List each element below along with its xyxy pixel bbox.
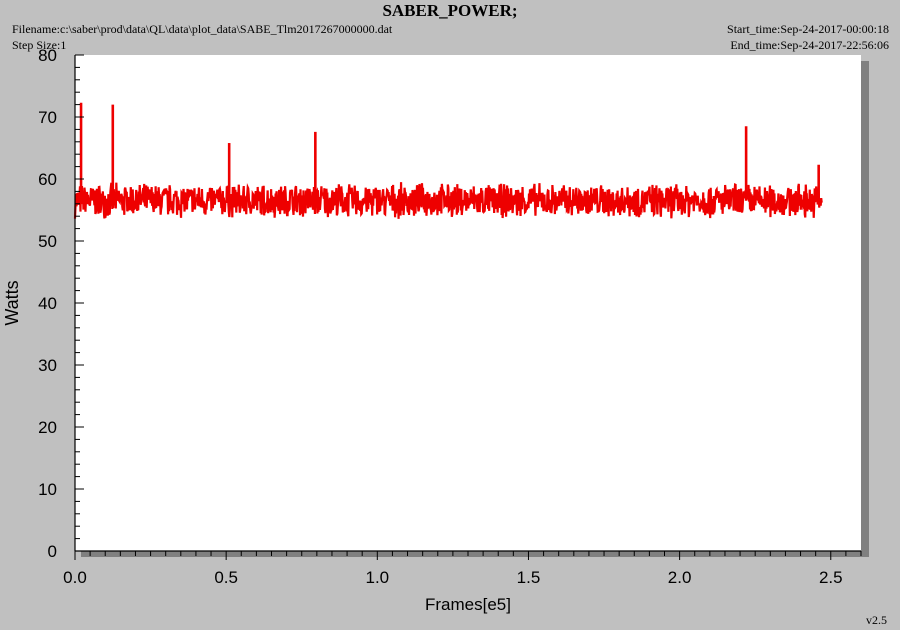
chart-title: SABER_POWER;: [382, 1, 518, 20]
filename-label: Filename:c:\saber\prod\data\QL\data\plot…: [12, 22, 393, 36]
series-line: [73, 182, 823, 219]
x-tick-label: 1.0: [365, 568, 389, 587]
version-label: v2.5: [866, 613, 887, 627]
step-size-label: Step Size:1: [12, 38, 67, 52]
y-tick-label: 70: [38, 108, 57, 127]
y-tick-label: 80: [38, 46, 57, 65]
start-time-label: Start_time:Sep-24-2017-00:00:18: [727, 22, 889, 36]
x-axis-label: Frames[e5]: [425, 595, 511, 614]
x-tick-label: 0.5: [214, 568, 238, 587]
x-tick-label: 2.5: [819, 568, 843, 587]
axis-layer: 0 10 20 30 40 50 60 70 80 0.0 0.5 1.0 1.5 2.0 2.5: [38, 46, 862, 587]
y-tick-label: 40: [38, 294, 57, 313]
y-axis-label: Watts: [2, 280, 22, 325]
series-layer: [73, 102, 823, 219]
x-tick-label: 0.0: [63, 568, 87, 587]
x-tick-label: 2.0: [668, 568, 692, 587]
y-tick-label: 20: [38, 418, 57, 437]
plot-area: [75, 55, 861, 551]
y-tick-label: 0: [48, 542, 57, 561]
x-tick-label: 1.5: [517, 568, 541, 587]
end-time-label: End_time:Sep-24-2017-22:56:06: [730, 38, 889, 52]
y-tick-label: 30: [38, 356, 57, 375]
y-tick-label: 10: [38, 480, 57, 499]
y-tick-label: 60: [38, 170, 57, 189]
y-tick-label: 50: [38, 232, 57, 251]
